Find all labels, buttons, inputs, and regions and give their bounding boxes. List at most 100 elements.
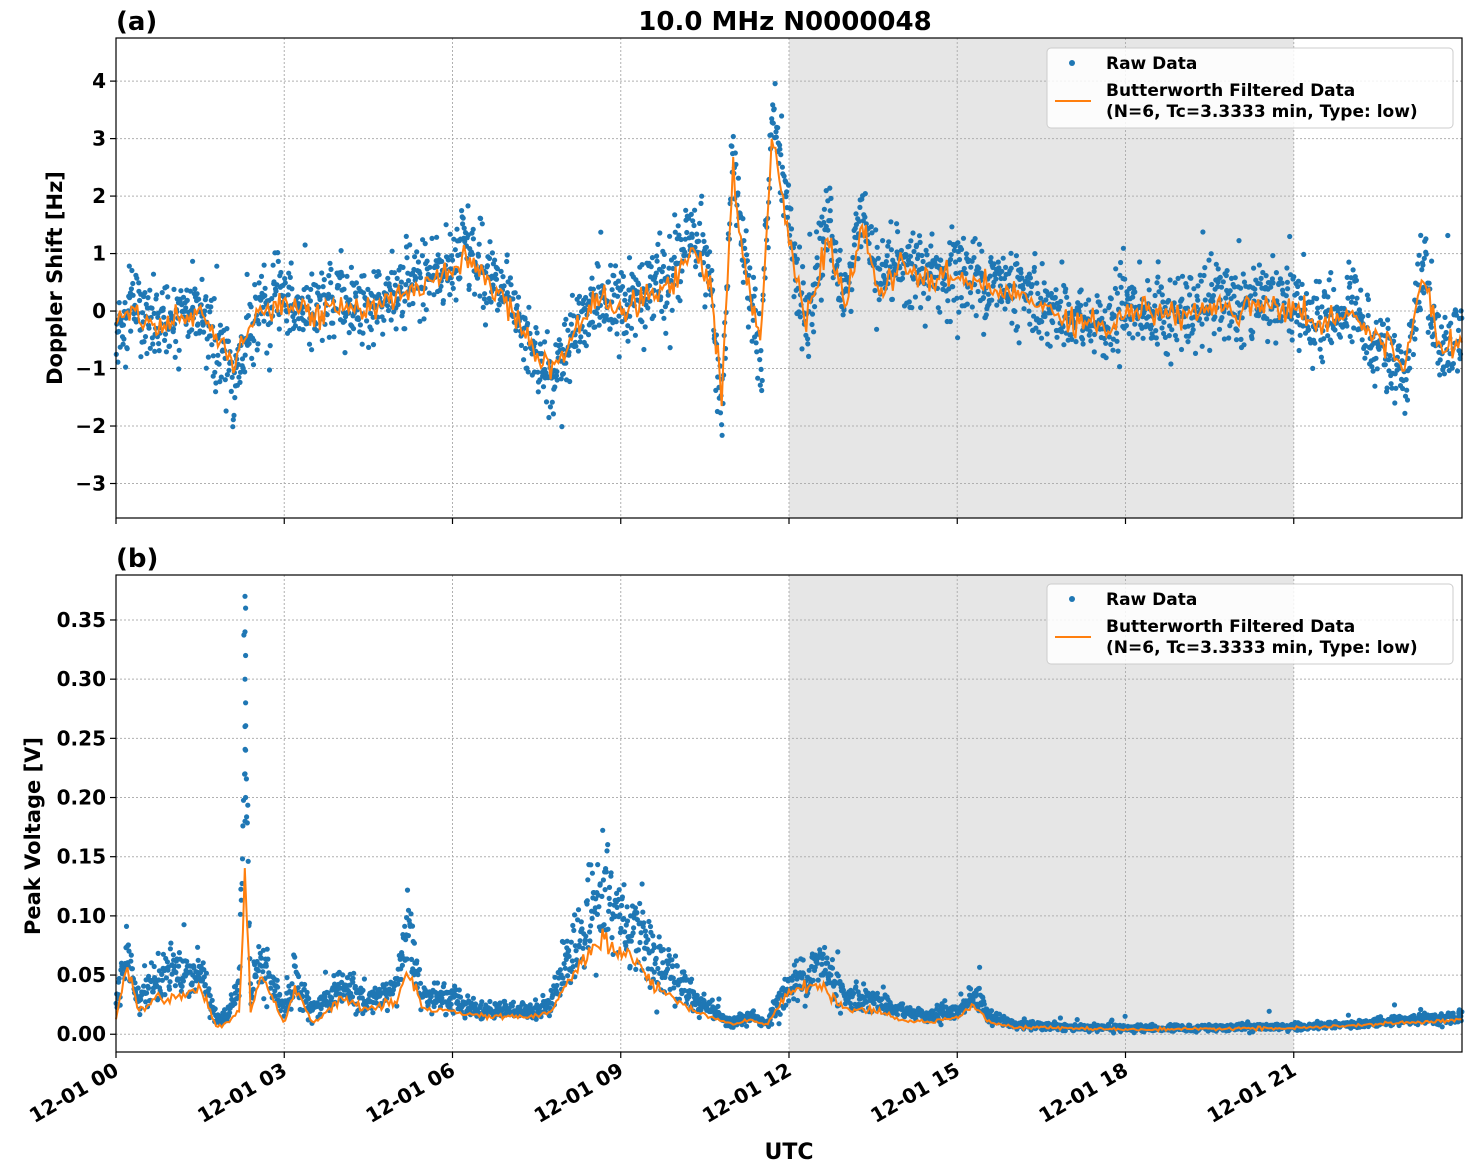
raw-data-point (561, 321, 568, 327)
raw-data-point (1130, 335, 1136, 341)
raw-data-point (208, 304, 214, 310)
raw-data-point (552, 384, 558, 390)
raw-data-point (155, 314, 161, 320)
raw-data-point (1442, 314, 1448, 320)
raw-data-point (417, 270, 423, 276)
raw-data-point (660, 263, 667, 270)
raw-data-point (1287, 233, 1293, 240)
raw-data-point (779, 113, 785, 119)
raw-data-point (883, 259, 889, 265)
raw-data-point (977, 964, 983, 970)
raw-data-point (450, 285, 456, 291)
raw-data-point (874, 244, 880, 250)
raw-data-point (1117, 272, 1123, 278)
raw-data-point (1238, 336, 1244, 342)
raw-data-point (1175, 275, 1181, 281)
raw-data-point (818, 297, 824, 303)
raw-data-point (1392, 400, 1398, 406)
raw-data-point (486, 255, 493, 261)
raw-data-point (496, 302, 502, 308)
raw-data-point (1153, 328, 1159, 334)
raw-data-point (448, 1001, 454, 1007)
raw-data-point (542, 339, 548, 345)
raw-data-point (128, 328, 134, 334)
raw-data-point (515, 294, 522, 300)
raw-data-point (361, 976, 367, 982)
raw-data-point (596, 322, 602, 328)
raw-data-point (779, 164, 786, 170)
raw-data-point (621, 915, 627, 922)
raw-data-point (424, 258, 430, 264)
raw-data-point (976, 985, 982, 992)
y-tick-label: −1 (75, 357, 106, 381)
raw-data-point (663, 330, 669, 336)
legend-raw-label: Raw Data (1106, 54, 1197, 74)
raw-data-point (557, 967, 564, 973)
raw-data-point (1059, 259, 1065, 265)
raw-data-point (1152, 303, 1158, 309)
raw-data-point (601, 922, 607, 928)
raw-data-point (951, 247, 958, 253)
raw-data-point (842, 271, 848, 278)
raw-data-point (676, 232, 682, 238)
raw-data-point (145, 985, 152, 991)
raw-data-point (319, 270, 325, 276)
raw-data-point (1059, 329, 1065, 335)
raw-data-point (149, 305, 155, 311)
raw-data-point (255, 341, 261, 347)
raw-data-point (641, 920, 647, 926)
raw-data-point (617, 912, 623, 918)
raw-data-point (389, 991, 396, 997)
raw-data-point (570, 313, 577, 319)
raw-data-point (835, 949, 841, 955)
raw-data-point (814, 960, 820, 966)
raw-data-point (554, 377, 560, 383)
raw-data-point (428, 993, 434, 1000)
raw-data-point (276, 326, 282, 332)
raw-data-point (832, 248, 838, 254)
raw-data-point (875, 255, 881, 261)
raw-data-point (1161, 330, 1167, 337)
raw-data-point (1179, 273, 1186, 279)
raw-data-point (1166, 297, 1172, 304)
raw-data-point (583, 933, 589, 939)
raw-data-point (192, 286, 198, 292)
raw-data-point (371, 269, 377, 275)
raw-data-point (1198, 278, 1204, 284)
raw-data-point (672, 212, 678, 218)
raw-data-point (420, 302, 426, 308)
raw-data-point (325, 990, 331, 996)
raw-data-point (268, 985, 274, 991)
raw-data-point (462, 1015, 468, 1021)
raw-data-point (453, 297, 459, 303)
raw-data-point (539, 351, 545, 357)
raw-data-point (796, 244, 803, 250)
raw-data-point (833, 239, 839, 246)
raw-data-point (493, 276, 500, 282)
raw-data-point (751, 293, 757, 299)
raw-data-point (394, 275, 400, 281)
raw-data-point (184, 958, 190, 965)
raw-data-point (226, 367, 232, 373)
raw-data-point (388, 317, 394, 323)
raw-data-point (321, 277, 327, 283)
raw-data-point (427, 264, 433, 270)
raw-data-point (1349, 294, 1355, 300)
raw-data-point (481, 296, 487, 302)
raw-data-point (578, 919, 584, 925)
raw-data-point (469, 251, 475, 257)
raw-data-point (960, 235, 967, 241)
raw-data-point (1132, 289, 1138, 295)
raw-data-point (229, 374, 235, 380)
raw-data-point (163, 975, 169, 981)
raw-data-point (702, 304, 708, 310)
raw-data-point (1265, 338, 1271, 345)
raw-data-point (1326, 277, 1332, 283)
raw-data-point (472, 1001, 479, 1007)
raw-data-point (1318, 354, 1324, 360)
raw-data-point (689, 234, 695, 240)
raw-data-point (669, 307, 675, 313)
raw-data-point (589, 319, 596, 325)
raw-data-point (121, 336, 127, 342)
raw-data-point (232, 1001, 238, 1007)
